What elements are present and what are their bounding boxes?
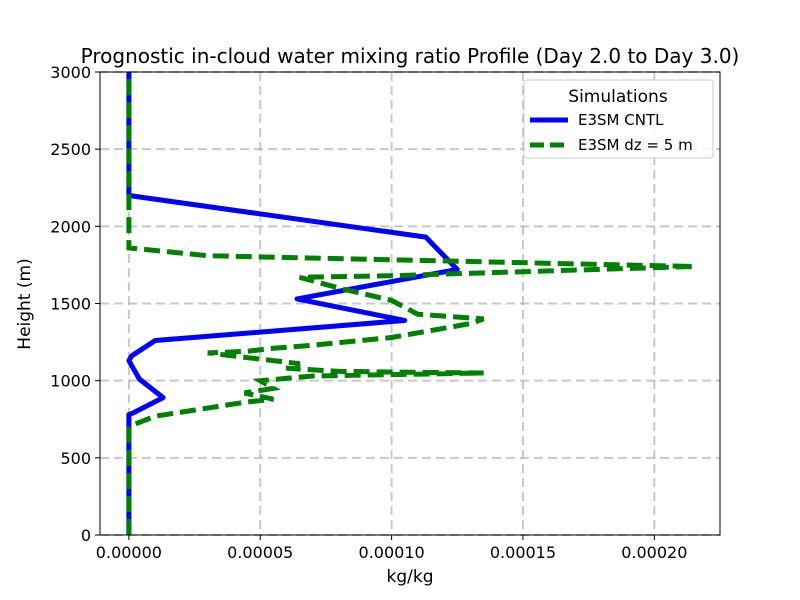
y-tick-label: 2500 (50, 140, 91, 159)
series-line-e3sm-cntl (126, 72, 460, 535)
series-line-e3sm-dz-5m (126, 72, 694, 535)
legend: Simulations E3SM CNTL E3SM dz = 5 m (523, 79, 714, 159)
legend-label-e3sm-dz-5m: E3SM dz = 5 m (578, 136, 693, 154)
legend-title: Simulations (568, 87, 668, 107)
y-tick-label: 1500 (50, 295, 91, 314)
legend-label-e3sm-cntl: E3SM CNTL (578, 111, 664, 129)
x-tick-label: 0.00000 (96, 543, 162, 562)
x-axis-label: kg/kg (387, 567, 434, 587)
legend-box (523, 79, 714, 159)
x-tick-label: 0.00010 (359, 543, 425, 562)
y-tick-label: 3000 (50, 63, 91, 82)
x-tick-label: 0.00015 (490, 543, 556, 562)
y-tick-label: 500 (60, 449, 91, 468)
x-tick-label: 0.00020 (621, 543, 687, 562)
y-tick-label: 1000 (50, 372, 91, 391)
chart-title: Prognostic in-cloud water mixing ratio P… (81, 44, 740, 68)
y-axis-label: Height (m) (15, 258, 35, 349)
y-tick-label: 0 (81, 526, 91, 545)
x-tick-label: 0.00005 (227, 543, 293, 562)
series-layer (126, 72, 694, 535)
y-tick-label: 2000 (50, 217, 91, 236)
axis-ticks: 0.00000 0.00005 0.00010 0.00015 0.00020 0 500 1… (50, 63, 687, 562)
